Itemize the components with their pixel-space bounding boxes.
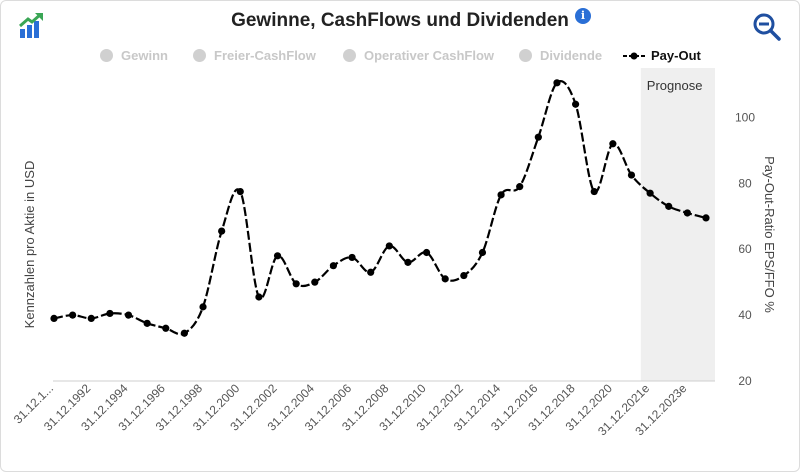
legend-dot-icon <box>193 49 206 62</box>
data-point <box>478 248 487 257</box>
data-point <box>665 202 673 210</box>
data-point <box>236 187 244 196</box>
zoom-out-icon[interactable] <box>752 12 782 42</box>
forecast-band <box>640 68 715 381</box>
data-point <box>311 278 319 286</box>
data-point <box>422 248 431 257</box>
y-tick-label: 60 <box>738 242 752 256</box>
data-point <box>590 187 598 196</box>
legend-item-dividende[interactable]: Dividende <box>519 48 602 63</box>
y-axis-label-left: Kennzahlen pro Aktie in USD <box>22 161 37 329</box>
data-point <box>69 311 77 319</box>
legend-label: Pay-Out <box>651 48 701 63</box>
y-tick-label: 100 <box>735 110 755 124</box>
series-line-pay-out <box>53 80 707 336</box>
data-point <box>162 324 170 332</box>
data-point <box>292 280 300 288</box>
chart-title: Gewinne, CashFlows und Dividenden <box>231 10 569 31</box>
legend-item-pay-out[interactable]: Pay-Out <box>623 48 701 63</box>
y-tick-label: 40 <box>738 308 752 322</box>
data-point <box>106 309 114 318</box>
data-point <box>329 262 338 270</box>
data-point <box>460 271 468 280</box>
data-point <box>87 314 95 322</box>
data-point <box>348 253 356 262</box>
forecast-label: Prognose <box>647 78 703 93</box>
data-point <box>367 268 375 276</box>
data-point <box>534 133 542 141</box>
legend-label: Freier-CashFlow <box>214 48 316 63</box>
data-point <box>255 293 263 301</box>
data-point <box>199 303 207 311</box>
y-tick-label: 20 <box>738 374 752 388</box>
data-point <box>516 183 524 191</box>
data-point <box>50 314 58 322</box>
legend-label: Operativer CashFlow <box>364 48 495 63</box>
legend-line-icon <box>623 52 645 59</box>
data-point <box>404 258 412 266</box>
data-point <box>124 311 133 319</box>
legend: Gewinn Freier-CashFlow Operativer CashFl… <box>0 48 800 68</box>
data-point <box>627 171 636 179</box>
data-point <box>273 252 282 260</box>
data-point <box>143 319 151 327</box>
legend-item-operativer-cashflow[interactable]: Operativer CashFlow <box>343 48 494 63</box>
legend-dot-icon <box>519 49 532 62</box>
legend-item-gewinn[interactable]: Gewinn <box>100 48 168 63</box>
data-point <box>572 100 580 108</box>
growth-chart-icon <box>19 12 43 38</box>
y-tick-label: 80 <box>738 176 752 190</box>
data-point <box>497 191 505 199</box>
data-point <box>646 189 654 197</box>
legend-dot-icon <box>343 49 356 62</box>
info-icon[interactable]: i <box>574 8 591 24</box>
legend-label: Gewinn <box>121 48 168 63</box>
data-point <box>180 329 188 337</box>
data-point <box>385 242 393 250</box>
legend-item-freier-cashflow[interactable]: Freier-CashFlow <box>193 48 316 63</box>
legend-dot-icon <box>100 49 113 62</box>
chart-title-row: Gewinne, CashFlows und Dividenden i <box>0 8 800 32</box>
y-axis-label-right: Pay-Out-Ratio EPS/FFO % <box>762 156 777 313</box>
data-point <box>609 140 617 148</box>
data-point <box>683 209 691 217</box>
data-point <box>702 214 710 222</box>
data-point <box>441 275 449 283</box>
data-point <box>218 227 226 235</box>
data-point <box>553 79 561 87</box>
legend-label: Dividende <box>540 48 603 63</box>
